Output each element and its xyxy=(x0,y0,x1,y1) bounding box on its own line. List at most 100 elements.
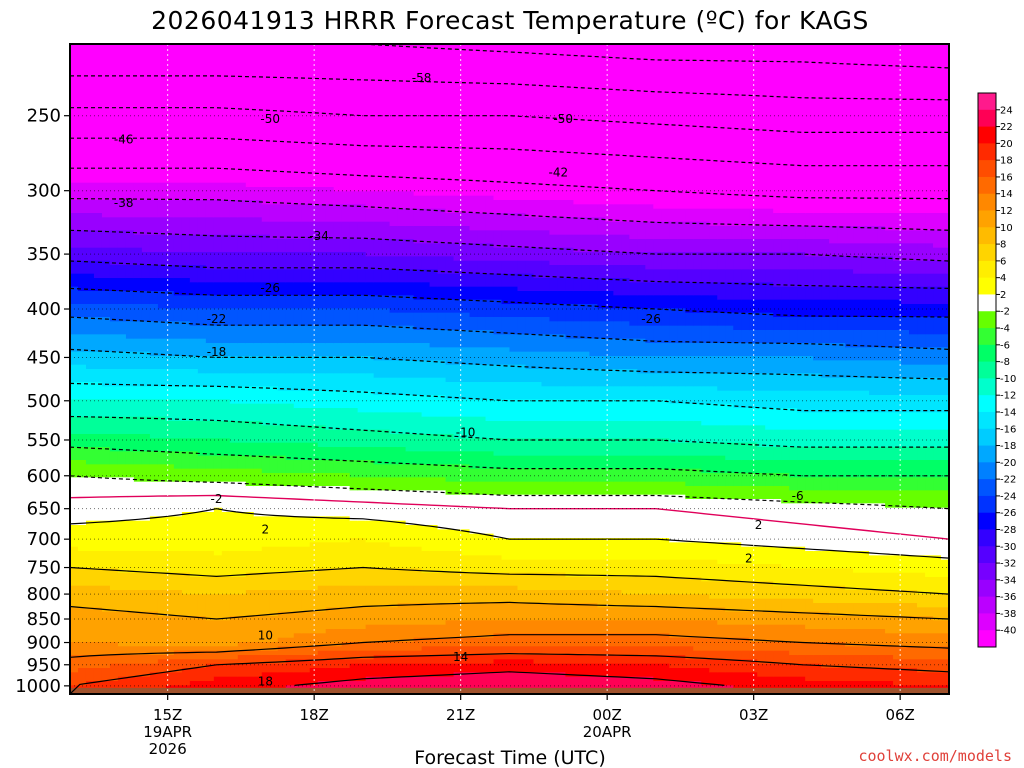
temperature-cell xyxy=(661,559,670,578)
temperature-cell xyxy=(669,455,678,470)
temperature-cell xyxy=(645,269,654,283)
temperature-cell xyxy=(517,620,527,634)
temperature-cell xyxy=(365,221,375,240)
temperature-cell xyxy=(437,330,447,348)
temperature-cell xyxy=(333,390,343,409)
temperature-cell xyxy=(173,369,183,387)
temperature-cell xyxy=(637,338,646,357)
temperature-cell xyxy=(109,399,119,418)
temperature-cell xyxy=(565,590,575,604)
temperature-cell xyxy=(837,568,846,587)
temperature-cell xyxy=(597,559,606,578)
temperature-cell xyxy=(221,217,231,236)
temperature-cell xyxy=(341,642,351,652)
temperature-cell xyxy=(389,226,399,240)
temperature-cell xyxy=(333,308,343,327)
temperature-cell xyxy=(813,603,822,613)
temperature-cell xyxy=(77,447,87,461)
temperature-cell xyxy=(509,260,519,275)
temperature-cell xyxy=(189,681,199,694)
temperature-cell xyxy=(629,421,638,439)
temperature-cell xyxy=(805,477,814,491)
temperature-cell xyxy=(909,477,918,491)
temperature-cell xyxy=(229,217,239,236)
temperature-cell xyxy=(797,429,806,448)
temperature-cell xyxy=(397,568,407,587)
temperature-cell xyxy=(317,633,327,647)
temperature-cell xyxy=(621,308,630,322)
temperature-cell xyxy=(429,286,439,301)
temperature-cell xyxy=(781,473,790,487)
colorbar-label: -12 xyxy=(1000,391,1016,402)
temperature-cell xyxy=(285,373,295,392)
temperature-cell xyxy=(70,399,79,418)
temperature-cell xyxy=(917,286,926,305)
temperature-cell xyxy=(829,226,838,244)
temperature-cell xyxy=(933,659,942,673)
temperature-cell xyxy=(181,512,191,552)
temperature-cell xyxy=(701,594,710,608)
temperature-cell xyxy=(485,364,495,383)
temperature-cell xyxy=(253,373,263,387)
temperature-cell xyxy=(661,646,670,656)
temperature-cell xyxy=(581,44,591,205)
isotherm-line xyxy=(294,671,725,686)
temperature-cell xyxy=(349,681,359,694)
temperature-cell xyxy=(85,568,95,587)
temperature-cell xyxy=(205,182,215,201)
temperature-cell xyxy=(637,438,646,457)
temperature-cell xyxy=(85,399,95,418)
temperature-cell xyxy=(301,239,311,253)
temperature-cell xyxy=(605,633,614,647)
temperature-cell xyxy=(373,44,383,192)
temperature-cell xyxy=(805,343,814,357)
temperature-cell xyxy=(365,429,375,448)
temperature-cell xyxy=(789,330,798,344)
temperature-cell xyxy=(109,351,119,370)
temperature-cell xyxy=(853,243,862,257)
temperature-cell xyxy=(493,538,503,556)
temperature-cell xyxy=(837,616,846,630)
temperature-cell xyxy=(485,299,495,318)
temperature-cell xyxy=(141,200,151,218)
temperature-cell xyxy=(245,217,255,236)
temperature-cell xyxy=(189,551,199,578)
temperature-cell xyxy=(285,269,295,283)
temperature-cell xyxy=(453,451,463,465)
temperature-cell xyxy=(621,421,630,439)
temperature-cell xyxy=(685,282,694,296)
temperature-cell xyxy=(573,663,583,678)
temperature-cell xyxy=(365,412,375,431)
colorbar-swatch xyxy=(978,344,996,363)
temperature-cell xyxy=(813,611,822,630)
temperature-cell xyxy=(621,252,630,266)
temperature-cell xyxy=(533,317,543,335)
temperature-cell xyxy=(333,516,343,543)
temperature-cell xyxy=(85,382,95,400)
temperature-cell xyxy=(869,490,878,504)
temperature-cell xyxy=(269,204,279,223)
temperature-cell xyxy=(837,490,846,504)
temperature-cell xyxy=(925,447,934,461)
temperature-cell xyxy=(133,338,143,353)
temperature-cell xyxy=(309,572,319,591)
temperature-cell xyxy=(637,633,646,647)
temperature-cell xyxy=(917,347,926,366)
temperature-cell xyxy=(741,672,750,694)
temperature-cell xyxy=(301,460,311,474)
temperature-cell xyxy=(709,637,718,652)
temperature-cell xyxy=(925,633,934,647)
temperature-cell xyxy=(469,603,479,621)
temperature-cell xyxy=(469,468,479,483)
temperature-cell xyxy=(757,356,766,374)
contour-label: -10 xyxy=(456,425,476,439)
temperature-cell xyxy=(925,555,934,578)
temperature-cell xyxy=(597,607,606,621)
temperature-cell xyxy=(77,260,87,275)
temperature-cell xyxy=(493,44,503,201)
temperature-cell xyxy=(317,668,327,682)
temperature-cell xyxy=(381,624,391,643)
temperature-cell xyxy=(661,633,670,647)
temperature-cell xyxy=(549,44,559,201)
temperature-cell xyxy=(541,538,551,561)
